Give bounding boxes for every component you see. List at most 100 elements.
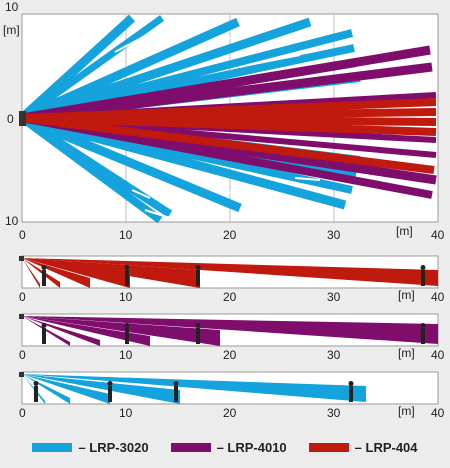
detector-icon bbox=[19, 372, 24, 377]
side-beam bbox=[22, 258, 130, 288]
person-icon bbox=[174, 386, 178, 402]
side-view-lrp-4010: 0 10 20 30 40 [m] bbox=[19, 313, 445, 362]
side-beam bbox=[22, 316, 100, 346]
person-icon bbox=[41, 323, 47, 328]
strip-x-tick: 20 bbox=[223, 290, 237, 304]
person-icon bbox=[34, 386, 38, 402]
side-beam bbox=[22, 258, 40, 288]
beam-lrp-404 bbox=[21, 114, 437, 136]
main-y-zero-label: 0 bbox=[7, 112, 14, 126]
strip-beams bbox=[22, 258, 438, 288]
side-view-lrp-3020: 0 10 20 30 40 [m] bbox=[19, 371, 445, 420]
legend-label: – LRP-3020 bbox=[78, 439, 149, 455]
side-beam bbox=[22, 258, 60, 288]
person-icon bbox=[125, 270, 129, 286]
strip-x-tick: 10 bbox=[119, 348, 133, 362]
side-beam bbox=[22, 316, 438, 344]
side-beam bbox=[22, 374, 70, 404]
person-icon bbox=[421, 270, 425, 286]
person-icon bbox=[42, 328, 46, 344]
beam-gap bbox=[114, 35, 146, 53]
person-icon bbox=[196, 328, 200, 344]
strip-x-tick: 20 bbox=[223, 406, 237, 420]
person-icon bbox=[348, 381, 354, 386]
beam-lrp-3020 bbox=[19, 15, 165, 121]
person-icon bbox=[421, 328, 425, 344]
main-x-tick: 0 bbox=[19, 228, 26, 242]
person-icon bbox=[195, 265, 201, 270]
strip-beams bbox=[22, 374, 366, 404]
person-icon bbox=[41, 265, 47, 270]
strip-x-unit-label: [m] bbox=[398, 346, 415, 360]
strip-x-tick: 0 bbox=[19, 406, 26, 420]
strip-x-unit-label: [m] bbox=[398, 404, 415, 418]
purple-swatch-icon bbox=[170, 442, 211, 452]
person-icon bbox=[124, 265, 130, 270]
side-beam bbox=[22, 374, 110, 404]
side-beam bbox=[22, 374, 366, 402]
main-beams bbox=[18, 14, 437, 224]
person-icon bbox=[349, 386, 353, 402]
beam-lrp-4010 bbox=[21, 62, 433, 123]
main-x-unit-label: [m] bbox=[396, 224, 413, 238]
person-icon bbox=[420, 323, 426, 328]
main-x-tick: 40 bbox=[431, 228, 445, 242]
strip-x-tick: 30 bbox=[327, 290, 341, 304]
main-x-tick: 30 bbox=[327, 228, 341, 242]
beam-gap bbox=[131, 189, 151, 199]
detector-icon bbox=[19, 256, 24, 261]
beam-gap bbox=[144, 209, 171, 219]
legend-item-lrp-3020: – LRP-3020 bbox=[32, 439, 149, 455]
strip-people bbox=[41, 323, 426, 344]
person-icon bbox=[125, 328, 129, 344]
strip-x-tick: 40 bbox=[431, 290, 445, 304]
side-beam bbox=[22, 316, 150, 346]
side-beam bbox=[22, 374, 45, 404]
beam-lrp-404 bbox=[21, 114, 435, 174]
person-icon bbox=[108, 386, 112, 402]
blue-swatch-icon bbox=[32, 442, 73, 452]
main-y-unit-label: [m] bbox=[3, 23, 20, 37]
person-icon bbox=[42, 270, 46, 286]
strip-x-unit-label: [m] bbox=[398, 288, 415, 302]
legend: – LRP-3020 – LRP-4010 – LRP-404 bbox=[0, 436, 450, 458]
detector-icon bbox=[19, 111, 26, 126]
main-plot: 10 [m] 0 10 0 10 20 30 40 [m] bbox=[3, 0, 445, 242]
beam-gap bbox=[219, 31, 251, 42]
beam-lrp-4010 bbox=[21, 114, 433, 199]
strip-x-tick: 30 bbox=[327, 348, 341, 362]
legend-label: – LRP-4010 bbox=[216, 439, 287, 455]
legend-item-lrp-4010: – LRP-4010 bbox=[170, 439, 287, 455]
beam-lrp-3020 bbox=[19, 114, 173, 218]
side-beam bbox=[22, 258, 438, 286]
side-beam bbox=[22, 316, 220, 346]
strip-x-tick: 10 bbox=[119, 290, 133, 304]
person-icon bbox=[124, 323, 130, 328]
beam-lrp-3020 bbox=[20, 113, 242, 213]
main-x-tick: 20 bbox=[223, 228, 237, 242]
person-icon bbox=[196, 270, 200, 286]
beam-gap bbox=[224, 191, 271, 197]
strip-x-tick: 0 bbox=[19, 348, 26, 362]
person-icon bbox=[195, 323, 201, 328]
legend-label: – LRP-404 bbox=[354, 439, 418, 455]
side-view-lrp-404: 0 10 20 30 40 [m] bbox=[19, 255, 445, 304]
strip-x-tick: 30 bbox=[327, 406, 341, 420]
person-icon bbox=[33, 381, 39, 386]
strip-x-tick: 10 bbox=[119, 406, 133, 420]
main-x-tick: 10 bbox=[119, 228, 133, 242]
person-icon bbox=[107, 381, 113, 386]
legend-item-lrp-404: – LRP-404 bbox=[308, 439, 418, 455]
side-beam bbox=[22, 374, 180, 404]
red-swatch-icon bbox=[308, 442, 349, 452]
strip-people bbox=[33, 381, 354, 402]
beam-gap bbox=[257, 54, 301, 64]
person-icon bbox=[420, 265, 426, 270]
main-y-top-label: 10 bbox=[5, 0, 19, 14]
strip-x-tick: 20 bbox=[223, 348, 237, 362]
strip-x-tick: 40 bbox=[431, 348, 445, 362]
main-y-bottom-label: 10 bbox=[5, 214, 19, 228]
person-icon bbox=[173, 381, 179, 386]
